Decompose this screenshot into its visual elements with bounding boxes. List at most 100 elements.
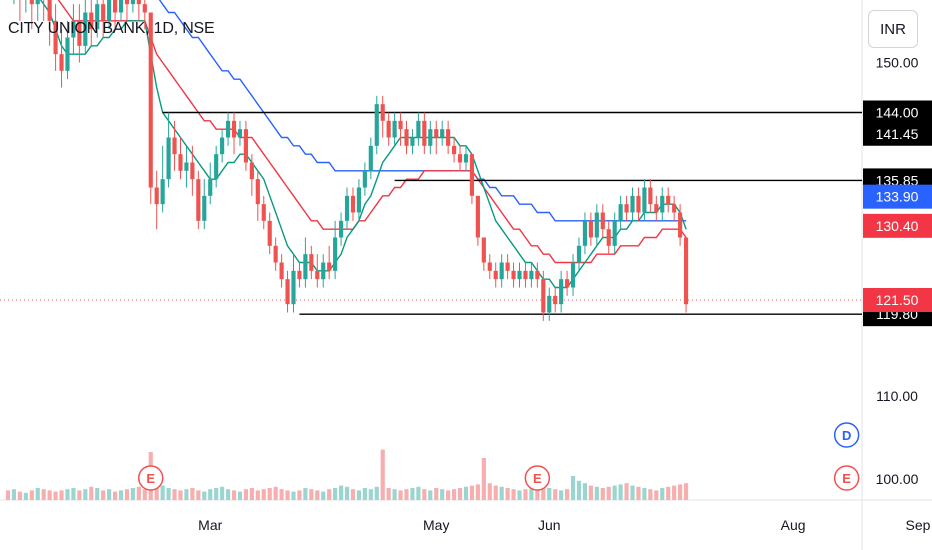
volume-bar (11, 489, 17, 500)
candle (279, 262, 284, 280)
candle (565, 279, 570, 288)
volume-bar (457, 488, 463, 500)
volume-bar (523, 489, 528, 500)
volume-bar (47, 490, 52, 500)
candle (523, 270, 528, 280)
candle (59, 54, 64, 71)
earnings-marker[interactable]: E (524, 465, 551, 491)
volume-bar (576, 480, 582, 500)
volume-bar (285, 490, 290, 500)
volume-bar (618, 484, 623, 500)
candle (196, 179, 201, 221)
candle (452, 145, 457, 155)
volume-bar (440, 489, 445, 500)
currency-button[interactable]: INR (868, 10, 918, 48)
volume-bar (154, 482, 159, 500)
candle (630, 195, 635, 213)
volume-bar (321, 491, 326, 500)
volume-bar (654, 490, 659, 500)
candle (35, 0, 40, 5)
price-tag-text: 135.85 (876, 172, 919, 188)
volume-bar (392, 489, 397, 500)
candle (570, 262, 576, 288)
symbol-title: CITY UNION BANK, 1D, NSE (8, 20, 215, 37)
candle (517, 270, 522, 280)
candle (208, 179, 213, 196)
candle (422, 120, 427, 146)
volume-bar (683, 483, 689, 500)
volume-bar (249, 488, 254, 500)
candle (350, 195, 356, 213)
event-label: E (146, 471, 155, 486)
volume-bar (41, 489, 46, 500)
volume-bar (130, 488, 135, 500)
candle (469, 154, 475, 196)
event-label: E (842, 471, 851, 486)
volume-bar (77, 490, 82, 500)
volume-bar (83, 489, 88, 500)
volume-bar (124, 489, 130, 500)
candle (249, 162, 254, 180)
volume-bar (446, 490, 451, 500)
candle (612, 220, 617, 246)
candle (214, 154, 219, 180)
volume-bar (475, 484, 480, 500)
candle (220, 137, 225, 155)
earnings-marker[interactable]: E (833, 465, 860, 491)
candle (416, 120, 421, 138)
ema-slow-line (158, 0, 687, 222)
volume-bar (190, 488, 195, 500)
candle (202, 195, 207, 221)
candle (356, 187, 362, 213)
candle (440, 129, 445, 138)
candle (112, 0, 118, 13)
candle (547, 295, 552, 313)
volume-bar (297, 490, 302, 500)
volume-layer (5, 449, 689, 500)
volume-bar (606, 486, 611, 500)
candle (618, 204, 623, 221)
volume-bar (220, 486, 225, 500)
candle (624, 204, 629, 213)
volume-bar (17, 491, 22, 500)
candle (285, 279, 290, 305)
candle (273, 245, 278, 263)
candle (683, 237, 689, 305)
candle (434, 129, 439, 138)
volume-bar (570, 476, 576, 500)
volume-bar (59, 490, 64, 500)
volume-bar (243, 489, 248, 500)
volume-bar (452, 489, 457, 500)
x-tick-label: Mar (198, 517, 222, 533)
volume-bar (29, 490, 34, 500)
candle (190, 162, 195, 180)
volume-bar (279, 489, 284, 500)
volume-bar (416, 486, 421, 500)
x-tick-label: May (423, 517, 449, 533)
volume-bar (184, 489, 189, 500)
volume-bar (71, 488, 76, 500)
x-tick-label: Jun (538, 517, 561, 533)
candle (505, 262, 510, 271)
volume-bar (327, 489, 332, 500)
candle (148, 12, 153, 188)
volume-bar (5, 490, 11, 500)
candle (446, 129, 451, 146)
candle (172, 137, 177, 155)
price-tag-text: 141.45 (876, 126, 919, 142)
candle (225, 120, 231, 138)
candle (362, 170, 367, 188)
candle (267, 220, 272, 246)
y-tick-label: 110.00 (876, 388, 918, 404)
earnings-marker[interactable]: E (137, 465, 164, 491)
price-tag-text: 144.00 (876, 105, 919, 121)
candle (553, 295, 558, 305)
candle (535, 270, 540, 280)
volume-bar (208, 489, 213, 500)
volume-bar (422, 489, 427, 500)
volume-bar (196, 490, 201, 500)
dividend-marker[interactable]: D (833, 422, 860, 448)
indicator-price-tag: 133.90 (863, 184, 932, 209)
volume-bar (225, 489, 231, 500)
